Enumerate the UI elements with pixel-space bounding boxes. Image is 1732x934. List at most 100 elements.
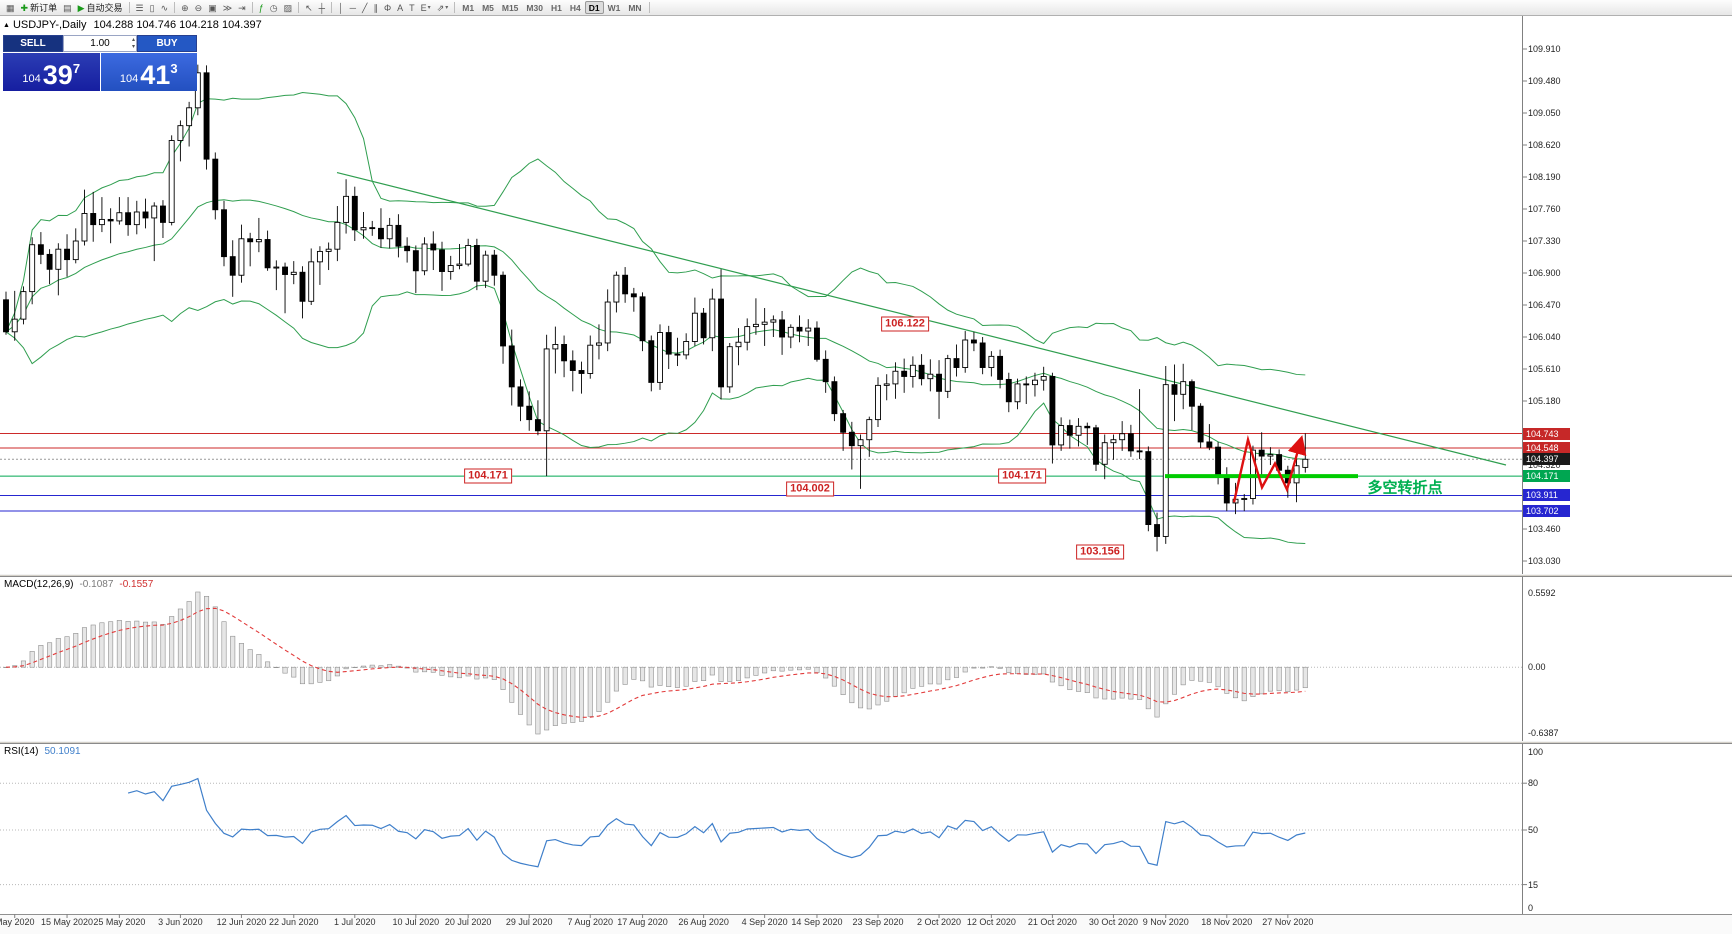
- date-axis-label: 3 Jun 2020: [158, 917, 203, 927]
- chart-shift-icon[interactable]: ⇥: [235, 1, 249, 14]
- arrows-dropdown-glyph-icon: ⇗: [436, 2, 445, 13]
- tf-mn[interactable]: MN: [628, 2, 642, 13]
- date-axis-label: 25 May 2020: [93, 917, 146, 927]
- auto-scroll-icon[interactable]: ≫: [220, 1, 235, 14]
- tf-m1[interactable]: M1: [462, 2, 475, 13]
- rsi-axis-label: 15: [1528, 879, 1539, 890]
- panel-separator[interactable]: [0, 741, 1732, 744]
- shapes-dropdown[interactable]: E ▾: [418, 1, 434, 14]
- profiles-icon[interactable]: ▤: [60, 1, 75, 14]
- trendline-icon[interactable]: ╱: [359, 1, 370, 14]
- tf-m30[interactable]: M30: [526, 2, 543, 13]
- tile-windows-icon[interactable]: ▣: [205, 1, 220, 14]
- price-tag: 104.743: [1523, 427, 1570, 440]
- periods-icon-glyph-icon: ◷: [269, 2, 278, 13]
- date-axis-label: 23 Sep 2020: [852, 917, 904, 927]
- price-tag: 103.702: [1523, 505, 1570, 517]
- indicators-icon[interactable]: ƒ: [256, 1, 267, 14]
- chart-price-label[interactable]: 103.156: [1076, 544, 1124, 560]
- rsi-value: 50.1091: [44, 746, 81, 757]
- macd-axis-min: -0.6387: [1528, 728, 1559, 738]
- text-icon[interactable]: A: [394, 1, 406, 14]
- candlestick-chart-icon-glyph-icon: ▯: [149, 2, 155, 13]
- rsi-axis-label: 80: [1528, 778, 1539, 789]
- toolbar-separator: [128, 2, 130, 13]
- sell-price-button[interactable]: 104 39 7: [3, 53, 100, 91]
- bar-chart-icon-glyph-icon: ☰: [135, 2, 144, 13]
- crosshair-icon[interactable]: ┼: [316, 1, 328, 14]
- label-icon-glyph-icon: T: [409, 2, 415, 13]
- price-axis-label: 106.470: [1528, 300, 1561, 310]
- horizontal-line-icon[interactable]: ─: [347, 1, 359, 14]
- macd-header: MACD(12,26,9) -0.1087 -0.1557: [4, 579, 153, 590]
- new-chart-icon[interactable]: ▦: [3, 1, 18, 14]
- price-axis-label: 109.910: [1528, 44, 1561, 54]
- macd-signal-line: [5, 607, 1306, 718]
- new-order-glyph-icon: ✚: [20, 2, 29, 13]
- cursor-icon[interactable]: ↖: [302, 1, 316, 14]
- chart-price-label[interactable]: 104.171: [464, 468, 512, 484]
- autotrading-button[interactable]: ▶ 自动交易: [75, 1, 126, 14]
- zigzag-annotation[interactable]: [1232, 434, 1307, 503]
- autotrading-glyph-icon: ▶: [77, 2, 85, 13]
- shapes-dropdown-glyph-icon: E: [420, 2, 427, 13]
- line-chart-icon-glyph-icon: ∿: [160, 2, 169, 13]
- candlestick-chart-icon[interactable]: ▯: [147, 1, 158, 14]
- tf-h1[interactable]: H1: [550, 2, 562, 13]
- volume-stepper[interactable]: ▴ ▾: [131, 37, 135, 50]
- sell-price-prefix: 104: [22, 73, 41, 85]
- date-axis-label: 1 Jul 2020: [334, 917, 376, 927]
- tf-h4[interactable]: H4: [569, 2, 581, 13]
- arrows-dropdown[interactable]: ⇗ ▾: [434, 1, 452, 14]
- price-tag: 103.911: [1523, 489, 1570, 502]
- fibonacci-icon-glyph-icon: Φ: [383, 2, 392, 13]
- symbol-info: ▲ USDJPY-,Daily 104.288 104.746 104.218 10…: [3, 19, 262, 31]
- fibonacci-icon[interactable]: Φ: [381, 1, 394, 14]
- sell-button[interactable]: SELL: [3, 35, 63, 52]
- collapse-arrow-icon[interactable]: ▲: [3, 22, 10, 29]
- channel-icon[interactable]: ∥: [370, 1, 381, 14]
- tf-w1[interactable]: W1: [607, 2, 621, 13]
- date-axis-label: 14 Sep 2020: [791, 917, 843, 927]
- tf-d1[interactable]: D1: [584, 1, 604, 14]
- buy-price-button[interactable]: 104 41 3: [100, 53, 197, 91]
- label-icon[interactable]: T: [406, 1, 418, 14]
- chart-price-label[interactable]: 104.171: [998, 468, 1046, 484]
- line-chart-icon[interactable]: ∿: [158, 1, 172, 14]
- tf-m15[interactable]: M15: [501, 2, 519, 13]
- periods-icon[interactable]: ◷: [267, 1, 281, 14]
- date-axis-label: 26 Aug 2020: [678, 917, 729, 927]
- date-axis-label: 4 Sep 2020: [741, 917, 788, 927]
- text-icon-glyph-icon: A: [397, 2, 404, 13]
- price-axis-label: 103.030: [1528, 556, 1561, 567]
- toolbar-separator: [648, 2, 650, 13]
- tf-m5[interactable]: M5: [482, 2, 494, 13]
- chart-price-label[interactable]: 106.122: [881, 316, 929, 332]
- rsi-header: RSI(14) 50.1091: [4, 746, 81, 757]
- vertical-line-icon[interactable]: │: [335, 1, 347, 14]
- zoom-out-icon-glyph-icon: ⊖: [194, 2, 203, 13]
- turning-point-label[interactable]: 多空转折点: [1367, 479, 1443, 497]
- macd-title: MACD(12,26,9): [4, 579, 74, 590]
- zoom-in-icon[interactable]: ⊕: [178, 1, 192, 14]
- profiles-icon-glyph-icon: ▤: [63, 2, 72, 13]
- price-axis-label: 103.460: [1528, 524, 1561, 535]
- price-axis-label: 107.760: [1528, 204, 1561, 214]
- buy-button[interactable]: BUY: [137, 35, 197, 52]
- ohlc-values: 104.288 104.746 104.218 104.397: [93, 19, 262, 31]
- date-axis-label: 17 Aug 2020: [617, 917, 668, 927]
- trendline-icon-glyph-icon: ╱: [362, 2, 368, 13]
- volume-value: 1.00: [90, 38, 110, 49]
- templates-icon[interactable]: ▨: [281, 1, 296, 14]
- panel-separator[interactable]: [0, 574, 1732, 577]
- buy-price-prefix: 104: [119, 73, 139, 85]
- volume-input[interactable]: 1.00 ▴ ▾: [63, 35, 137, 52]
- rsi-axis-label: 0: [1528, 903, 1534, 913]
- new-order-button[interactable]: ✚ 新订单: [18, 1, 61, 14]
- rsi-line: [127, 777, 1306, 868]
- zoom-out-icon[interactable]: ⊖: [192, 1, 206, 14]
- bar-chart-icon[interactable]: ☰: [133, 1, 147, 14]
- chart-price-label[interactable]: 104.002: [786, 481, 834, 497]
- autotrading-button-label: 自动交易: [86, 2, 123, 13]
